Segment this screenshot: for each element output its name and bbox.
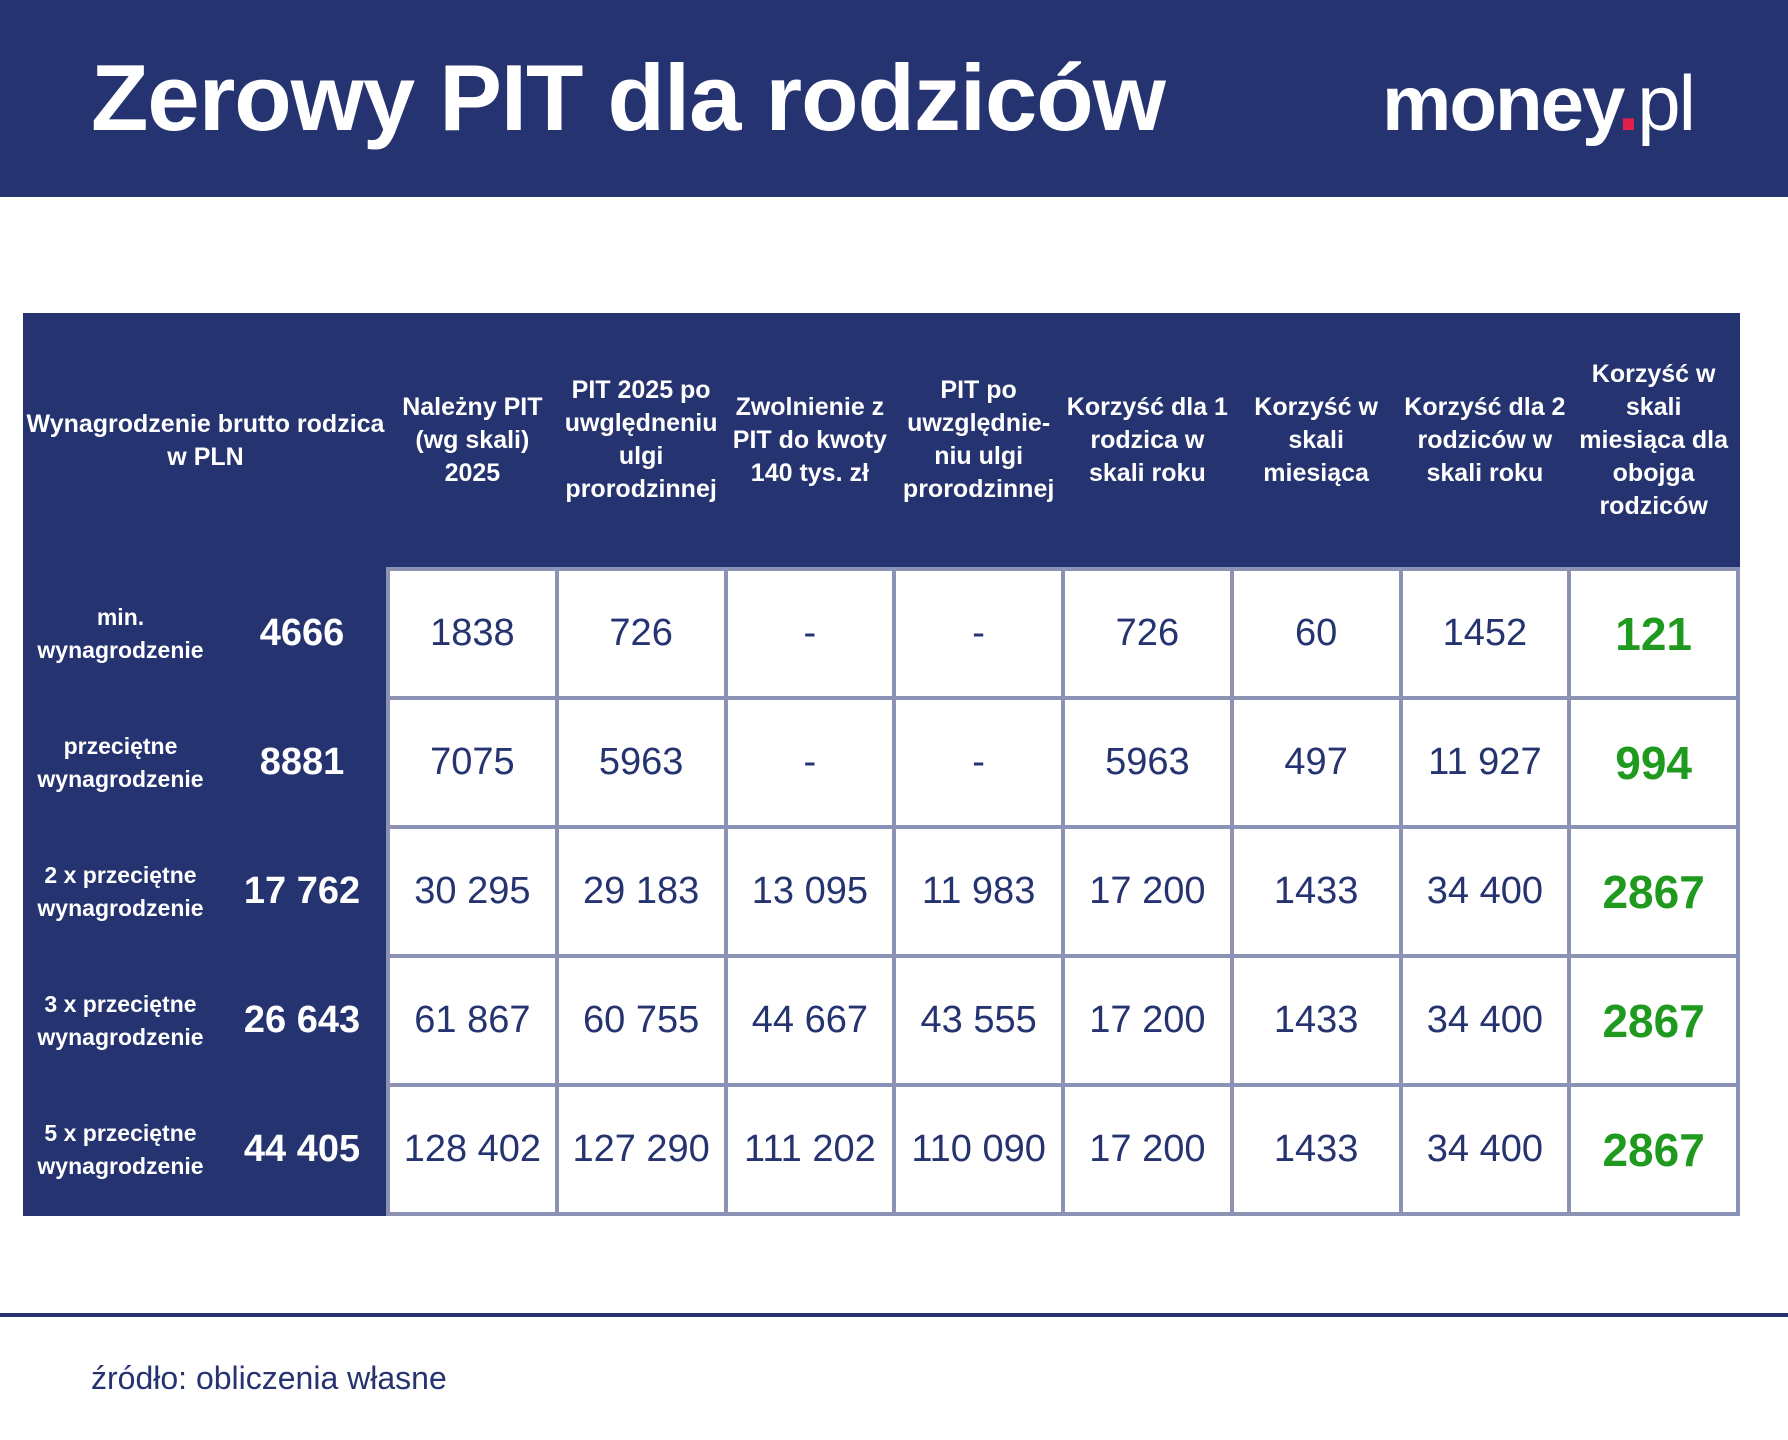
column-header: PIT 2025 po uwględneniu ulgi prorodzinne… — [564, 376, 718, 503]
row-label: min. wynagrodzenie — [23, 569, 218, 698]
source-note: źródło: obliczenia własne — [91, 1360, 447, 1396]
column-header: Wynagrodzenie brutto rodzica w PLN — [26, 410, 385, 471]
table-row: 5 x przeciętne wynagrodzenie 44 405 128 40… — [23, 1083, 1740, 1216]
pit-table: Wynagrodzenie brutto rodzica w PLN Należn… — [23, 313, 1740, 1216]
table-row: 2 x przeciętne wynagrodzenie 17 762 30 295… — [23, 825, 1740, 958]
row-label: 3 x przeciętne wynagrodzenie — [23, 956, 218, 1085]
salary-value: 26 643 — [218, 956, 388, 1085]
monthly-benefit-both-cell: 2867 — [1567, 954, 1740, 1087]
table-cell: 497 — [1229, 696, 1403, 829]
table-cell: 17 200 — [1061, 1083, 1234, 1216]
monthly-benefit-both-cell: 2867 — [1567, 1083, 1740, 1216]
table-cell: 1433 — [1229, 954, 1403, 1087]
table-cell: - — [723, 696, 897, 829]
monthly-benefit-both-cell: 994 — [1567, 696, 1740, 829]
table-cell: 110 090 — [892, 1083, 1065, 1216]
table-row: min. wynagrodzenie 4666 1838 726- -726 60 1452… — [23, 567, 1740, 700]
table-cell: 61 867 — [386, 954, 559, 1087]
table-cell: 44 667 — [723, 954, 897, 1087]
page-title: Zerowy PIT dla rodziców — [91, 45, 1166, 150]
table-header-row: Wynagrodzenie brutto rodzica w PLN Należn… — [23, 313, 1738, 569]
table-cell: 17 200 — [1061, 954, 1234, 1087]
table-row: przeciętne wynagrodzenie 8881 7075 5963- -59… — [23, 696, 1740, 829]
table-row: 3 x przeciętne wynagrodzenie 26 643 61 867… — [23, 954, 1740, 1087]
table-cell: 29 183 — [554, 825, 728, 958]
table-cell: 34 400 — [1398, 1083, 1572, 1216]
table-cell: 111 202 — [723, 1083, 897, 1216]
divider — [0, 1313, 1788, 1317]
column-header: PIT po uwzględnie-niu ulgi prorodzinnej — [902, 376, 1055, 503]
column-header: Należny PIT (wg skali) 2025 — [402, 392, 543, 487]
table-cell: 7075 — [386, 696, 559, 829]
table-cell: 13 095 — [723, 825, 897, 958]
table-cell: - — [892, 696, 1065, 829]
column-header: Korzyść dla 2 rodziców w skali roku — [1404, 392, 1566, 487]
column-header: Zwolnienie z PIT do kwoty 140 tys. zł — [732, 392, 887, 487]
salary-value: 8881 — [218, 698, 388, 827]
table-cell: - — [892, 567, 1065, 700]
table-cell: 60 755 — [554, 954, 728, 1087]
table-cell: 60 — [1229, 567, 1403, 700]
table-cell: 11 927 — [1398, 696, 1572, 829]
salary-value: 44 405 — [218, 1085, 388, 1214]
table-cell: 5963 — [554, 696, 728, 829]
table-cell: 1838 — [386, 567, 559, 700]
monthly-benefit-both-cell: 2867 — [1567, 825, 1740, 958]
column-header: Korzyść w skali miesiąca — [1254, 392, 1378, 487]
table-cell: 11 983 — [892, 825, 1065, 958]
table-cell: 5963 — [1061, 696, 1234, 829]
monthly-benefit-both-cell: 121 — [1567, 567, 1740, 700]
row-label: 5 x przeciętne wynagrodzenie — [23, 1085, 218, 1214]
table-cell: - — [723, 567, 897, 700]
table-cell: 30 295 — [386, 825, 559, 958]
money-pl-logo: money.pl — [1382, 59, 1696, 147]
table-cell: 34 400 — [1398, 825, 1572, 958]
row-label: przeciętne wynagrodzenie — [23, 698, 218, 827]
table-cell: 17 200 — [1061, 825, 1234, 958]
table-cell: 726 — [554, 567, 728, 700]
table-cell: 127 290 — [554, 1083, 728, 1216]
salary-value: 17 762 — [218, 827, 388, 956]
table-cell: 128 402 — [386, 1083, 559, 1216]
table-cell: 1433 — [1229, 1083, 1403, 1216]
table-cell: 34 400 — [1398, 954, 1572, 1087]
table-cell: 1433 — [1229, 825, 1403, 958]
header-banner: Zerowy PIT dla rodziców money.pl — [0, 0, 1788, 197]
table-cell: 43 555 — [892, 954, 1065, 1087]
column-header: Korzyść dla 1 rodzica w skali roku — [1066, 392, 1228, 487]
salary-value: 4666 — [218, 569, 388, 698]
row-label: 2 x przeciętne wynagrodzenie — [23, 827, 218, 956]
column-header: Korzyść w skali miesiąca dla obojga rodz… — [1579, 359, 1728, 520]
table-cell: 1452 — [1398, 567, 1572, 700]
table-cell: 726 — [1061, 567, 1234, 700]
